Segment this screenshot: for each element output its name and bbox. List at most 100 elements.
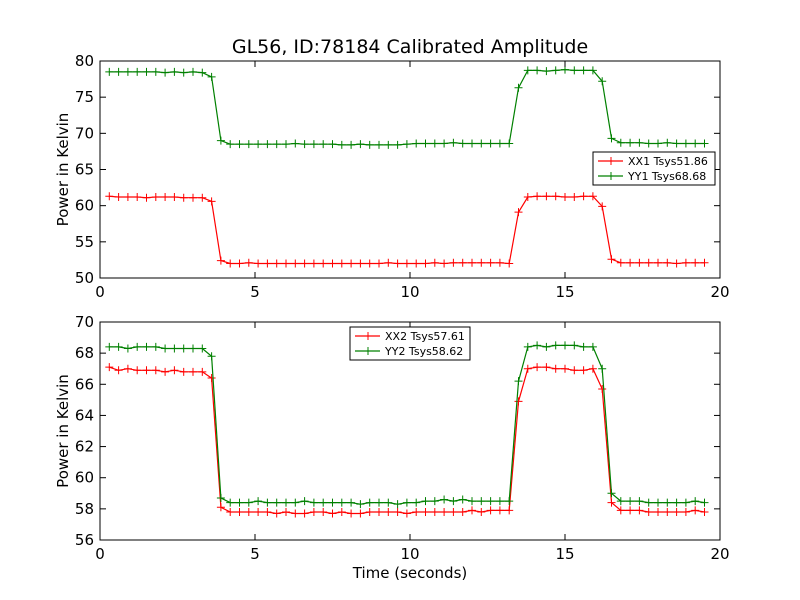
data-point [486,139,495,148]
data-point [254,259,263,268]
data-point [440,495,449,504]
data-point [458,139,467,148]
data-point [254,507,263,516]
legend-marker [607,157,615,165]
data-point [300,140,309,149]
data-point [291,498,300,507]
data-point [681,139,690,148]
data-point [291,139,300,148]
data-point [421,259,430,268]
data-point [309,507,318,516]
data-point [533,341,542,350]
data-point [309,140,318,149]
data-point [123,344,132,353]
data-point [412,507,421,516]
data-point [347,509,356,518]
data-point [486,497,495,506]
data-point [216,256,225,265]
data-point [402,259,411,268]
data-point [700,258,709,267]
data-point [607,489,616,498]
x-axis-label: Time (seconds) [352,564,468,582]
data-point [142,67,151,76]
data-point [356,509,365,518]
data-point [626,506,635,515]
data-point [468,506,476,515]
data-point [347,498,356,507]
data-point [458,507,467,516]
data-point [486,258,495,267]
x-tick-label: 5 [250,545,260,563]
data-point [663,258,672,267]
data-point [542,363,551,372]
data-point [114,342,123,351]
data-point [495,139,504,148]
series-2-1 [105,363,709,518]
data-point [384,140,393,149]
y-tick-label: 56 [75,531,94,549]
data-point [663,498,672,507]
data-point [133,192,142,201]
data-point [514,397,523,406]
data-point [626,138,635,147]
data-point [551,341,560,350]
data-point [356,500,365,509]
data-point [170,344,179,353]
data-point [672,139,681,148]
data-point [226,140,235,149]
data-point [235,498,244,507]
data-point [468,258,476,267]
data-point [133,67,142,76]
data-point [449,507,458,516]
data-point [644,507,653,516]
data-point [561,192,569,201]
data-point [375,507,383,516]
legend-label: XX2 Tsys57.61 [385,330,465,343]
data-point [263,259,272,268]
data-point [588,364,597,373]
data-point [672,498,681,507]
data-point [282,507,290,516]
y-tick-label: 55 [75,233,94,251]
data-point [458,258,467,267]
data-point [458,495,467,504]
data-point [254,140,263,149]
y-tick-label: 75 [75,88,94,106]
x-tick-label: 5 [250,283,260,301]
data-point [282,259,290,268]
top-panel: 0 5 10 15 20 50 55 60 65 70 75 80 Power in Kelvin XX1… [54,52,730,301]
data-point [226,259,235,268]
data-point [691,139,700,148]
data-point [495,497,504,506]
x-tick-label: 10 [400,283,419,301]
data-point [412,259,421,268]
data-point [189,367,197,376]
data-point [328,140,337,149]
data-point [105,67,114,76]
y-tick-label: 60 [75,469,94,487]
data-point [226,507,235,516]
series-line [109,69,705,146]
data-point [291,259,300,268]
data-point [644,139,653,148]
data-point [588,342,597,351]
data-point [635,258,644,267]
data-point [468,497,476,506]
data-point [402,140,411,149]
data-point [347,140,356,149]
data-point [309,259,318,268]
data-point [272,509,281,518]
data-point [198,68,207,77]
data-point [189,193,197,202]
data-point [430,258,439,267]
data-point [561,341,569,350]
data-point [179,193,188,202]
x-tick-label: 0 [95,283,105,301]
data-point [616,258,625,267]
data-point [365,498,374,507]
data-point [151,342,160,351]
data-point [300,497,309,506]
data-point [700,498,709,507]
data-point [505,259,514,268]
